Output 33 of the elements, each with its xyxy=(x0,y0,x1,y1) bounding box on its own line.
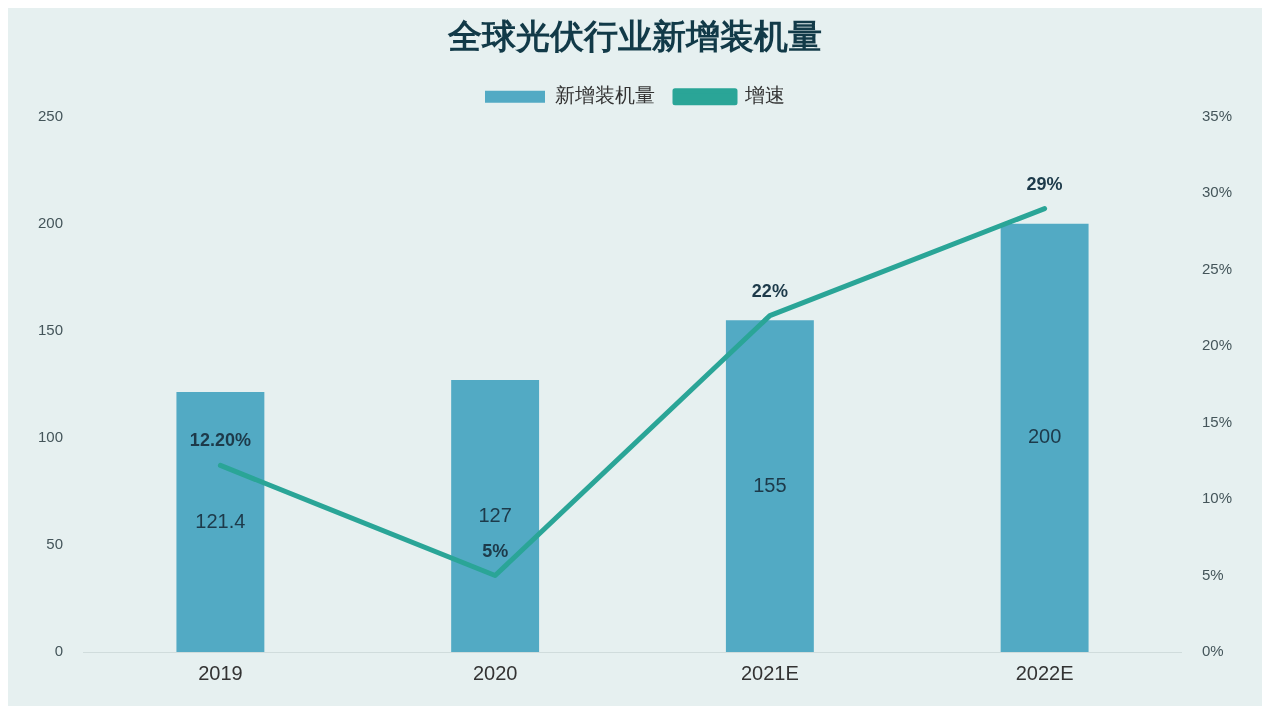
data-label: 22% xyxy=(751,280,788,301)
bar xyxy=(451,380,540,652)
legend-label: 新增装机量 xyxy=(555,84,655,107)
y2-tick-label: 10% xyxy=(1201,489,1233,507)
x-tick-label: 2022E xyxy=(1015,661,1074,684)
y2-tick-label: 25% xyxy=(1201,259,1233,277)
y2-tick-label: 15% xyxy=(1201,412,1233,430)
x-tick-label: 2019 xyxy=(198,661,243,684)
data-label: 155 xyxy=(753,473,787,496)
y-tick-label: 250 xyxy=(38,106,64,124)
bar xyxy=(725,320,814,652)
legend-label: 增速 xyxy=(744,84,785,107)
y-tick-label: 50 xyxy=(46,535,64,553)
x-tick-label: 2020 xyxy=(472,661,518,684)
chart-title: 全球光伏行业新增装机量 xyxy=(447,16,822,55)
x-tick-label: 2021E xyxy=(740,661,799,684)
data-label: 127 xyxy=(478,503,512,526)
y-tick-label: 100 xyxy=(38,428,64,446)
data-label: 200 xyxy=(1027,425,1062,448)
y2-tick-label: 0% xyxy=(1201,642,1224,660)
y-tick-label: 0 xyxy=(54,642,64,660)
data-label: 5% xyxy=(482,540,509,561)
bar xyxy=(176,392,265,652)
y2-tick-label: 20% xyxy=(1201,336,1233,354)
data-label: 29% xyxy=(1026,173,1063,194)
y2-tick-label: 35% xyxy=(1201,106,1233,124)
y-tick-label: 200 xyxy=(38,213,64,231)
data-label: 121.4 xyxy=(195,509,246,532)
bar xyxy=(1000,223,1089,652)
y2-tick-label: 30% xyxy=(1201,183,1233,201)
y-tick-label: 150 xyxy=(38,321,64,339)
data-label: 12.20% xyxy=(189,430,251,451)
y2-tick-label: 5% xyxy=(1201,565,1224,583)
